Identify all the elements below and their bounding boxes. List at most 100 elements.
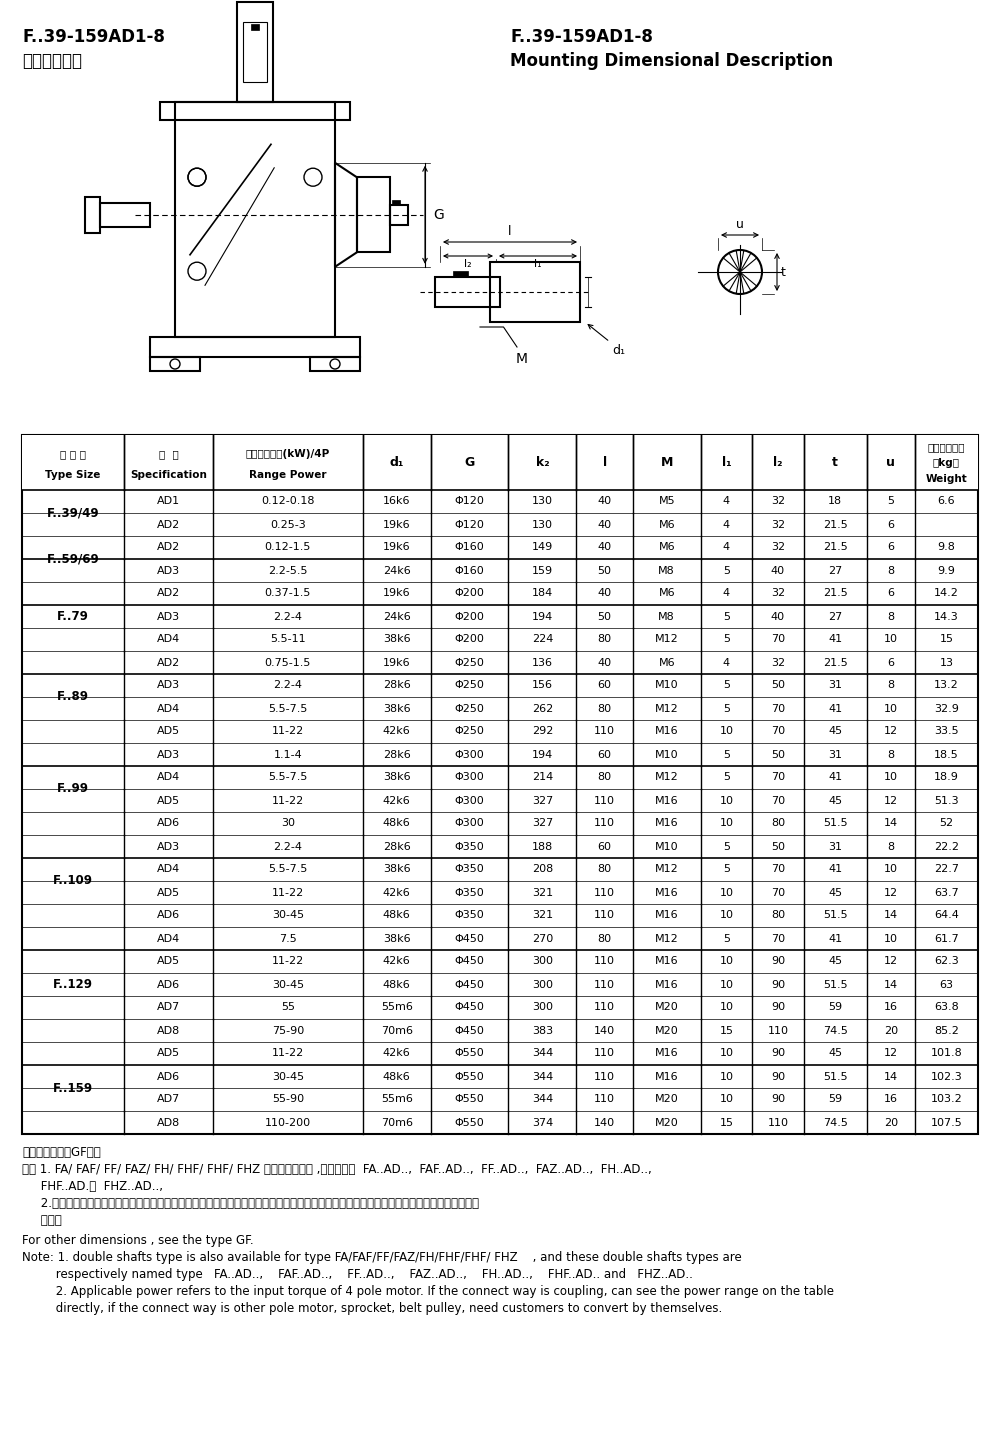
Text: 70: 70 (771, 865, 785, 875)
Text: 27: 27 (828, 611, 842, 621)
Text: 14.2: 14.2 (934, 589, 959, 599)
Text: Φ450: Φ450 (455, 1002, 484, 1012)
Text: 48k6: 48k6 (383, 979, 411, 990)
Text: 2.2-5.5: 2.2-5.5 (268, 566, 308, 576)
Text: 75-90: 75-90 (272, 1025, 304, 1035)
Text: 60: 60 (598, 842, 612, 852)
Text: 7.5: 7.5 (279, 934, 297, 944)
Text: 59: 59 (828, 1094, 842, 1104)
Text: 61.7: 61.7 (934, 934, 959, 944)
Text: Φ200: Φ200 (455, 589, 484, 599)
Text: 5.5-7.5: 5.5-7.5 (268, 865, 308, 875)
Text: M10: M10 (655, 842, 679, 852)
Text: F..109: F..109 (53, 875, 93, 888)
Text: 0.37-1.5: 0.37-1.5 (265, 589, 311, 599)
Text: 5: 5 (723, 934, 730, 944)
Bar (160, 102, 350, 120)
Text: 6.6: 6.6 (938, 497, 955, 507)
Text: 110: 110 (594, 911, 615, 921)
Text: F..159: F..159 (53, 1081, 93, 1094)
Text: 70m6: 70m6 (381, 1117, 413, 1127)
Text: 50: 50 (771, 749, 785, 759)
Text: Φ450: Φ450 (455, 1025, 484, 1035)
Text: 50: 50 (771, 842, 785, 852)
Text: 31: 31 (828, 749, 842, 759)
Text: 22.2: 22.2 (934, 842, 959, 852)
Text: 19k6: 19k6 (383, 520, 410, 530)
Text: 28k6: 28k6 (383, 749, 411, 759)
Text: M8: M8 (658, 566, 675, 576)
Text: 42k6: 42k6 (383, 957, 411, 967)
Text: M16: M16 (655, 726, 679, 736)
Text: 40: 40 (598, 543, 612, 553)
Text: 70: 70 (771, 703, 785, 713)
Text: 270: 270 (532, 934, 553, 944)
Bar (175, 102, 335, 337)
Text: 42k6: 42k6 (383, 888, 411, 898)
Text: 24k6: 24k6 (383, 611, 411, 621)
Text: t: t (781, 265, 786, 278)
Text: 10: 10 (719, 957, 733, 967)
Text: 40: 40 (598, 657, 612, 667)
Text: AD2: AD2 (157, 520, 180, 530)
Text: 6: 6 (887, 520, 894, 530)
Text: 2.2-4: 2.2-4 (273, 611, 302, 621)
Text: 5: 5 (723, 865, 730, 875)
Text: M16: M16 (655, 979, 679, 990)
Text: 10: 10 (719, 1002, 733, 1012)
Text: 0.12-1.5: 0.12-1.5 (265, 543, 311, 553)
Text: Φ450: Φ450 (455, 979, 484, 990)
Bar (453, 271, 468, 276)
Text: M12: M12 (655, 934, 679, 944)
Text: 8: 8 (887, 611, 894, 621)
Text: 15: 15 (719, 1025, 733, 1035)
Text: Φ200: Φ200 (455, 634, 484, 644)
Text: M20: M20 (655, 1025, 679, 1035)
Text: 51.3: 51.3 (934, 796, 959, 805)
Text: 14: 14 (884, 1071, 898, 1081)
Bar (85, 196, 100, 233)
Text: AD3: AD3 (157, 749, 180, 759)
Text: 12: 12 (884, 957, 898, 967)
Text: 6: 6 (887, 657, 894, 667)
Text: 10: 10 (884, 865, 898, 875)
Text: Φ550: Φ550 (455, 1048, 484, 1058)
Text: 110: 110 (594, 1094, 615, 1104)
Text: 41: 41 (828, 934, 842, 944)
Text: M10: M10 (655, 749, 679, 759)
Bar (243, 21, 267, 82)
Text: M20: M20 (655, 1117, 679, 1127)
Text: 5: 5 (723, 566, 730, 576)
Text: 11-22: 11-22 (272, 888, 304, 898)
Text: 64.4: 64.4 (934, 911, 959, 921)
Text: 8: 8 (887, 566, 894, 576)
Text: 安装结构尺寸: 安装结构尺寸 (22, 52, 82, 70)
Text: 10: 10 (884, 772, 898, 782)
Text: Φ250: Φ250 (455, 680, 484, 690)
Text: 规  格: 规 格 (159, 450, 178, 460)
Text: 11-22: 11-22 (272, 726, 304, 736)
Text: 321: 321 (532, 888, 553, 898)
Text: 63: 63 (939, 979, 953, 990)
Text: 27: 27 (828, 566, 842, 576)
Bar (390, 205, 408, 225)
Text: 机 型 号: 机 型 号 (60, 450, 86, 460)
Text: 50: 50 (598, 611, 612, 621)
Text: l₂: l₂ (773, 455, 783, 470)
Text: 52: 52 (939, 819, 953, 829)
Text: 70: 70 (771, 934, 785, 944)
Text: 2.2-4: 2.2-4 (273, 842, 302, 852)
Text: 16: 16 (884, 1094, 898, 1104)
Text: 41: 41 (828, 865, 842, 875)
Text: Φ250: Φ250 (455, 657, 484, 667)
Text: F..129: F..129 (53, 978, 93, 991)
Text: l: l (602, 455, 607, 470)
Text: 10: 10 (884, 703, 898, 713)
Text: 8: 8 (887, 842, 894, 852)
Text: 110: 110 (767, 1117, 788, 1127)
Text: 20: 20 (884, 1117, 898, 1127)
Text: Φ300: Φ300 (455, 749, 484, 759)
Text: 5: 5 (723, 703, 730, 713)
Text: AD8: AD8 (157, 1117, 180, 1127)
Bar (435, 276, 500, 306)
